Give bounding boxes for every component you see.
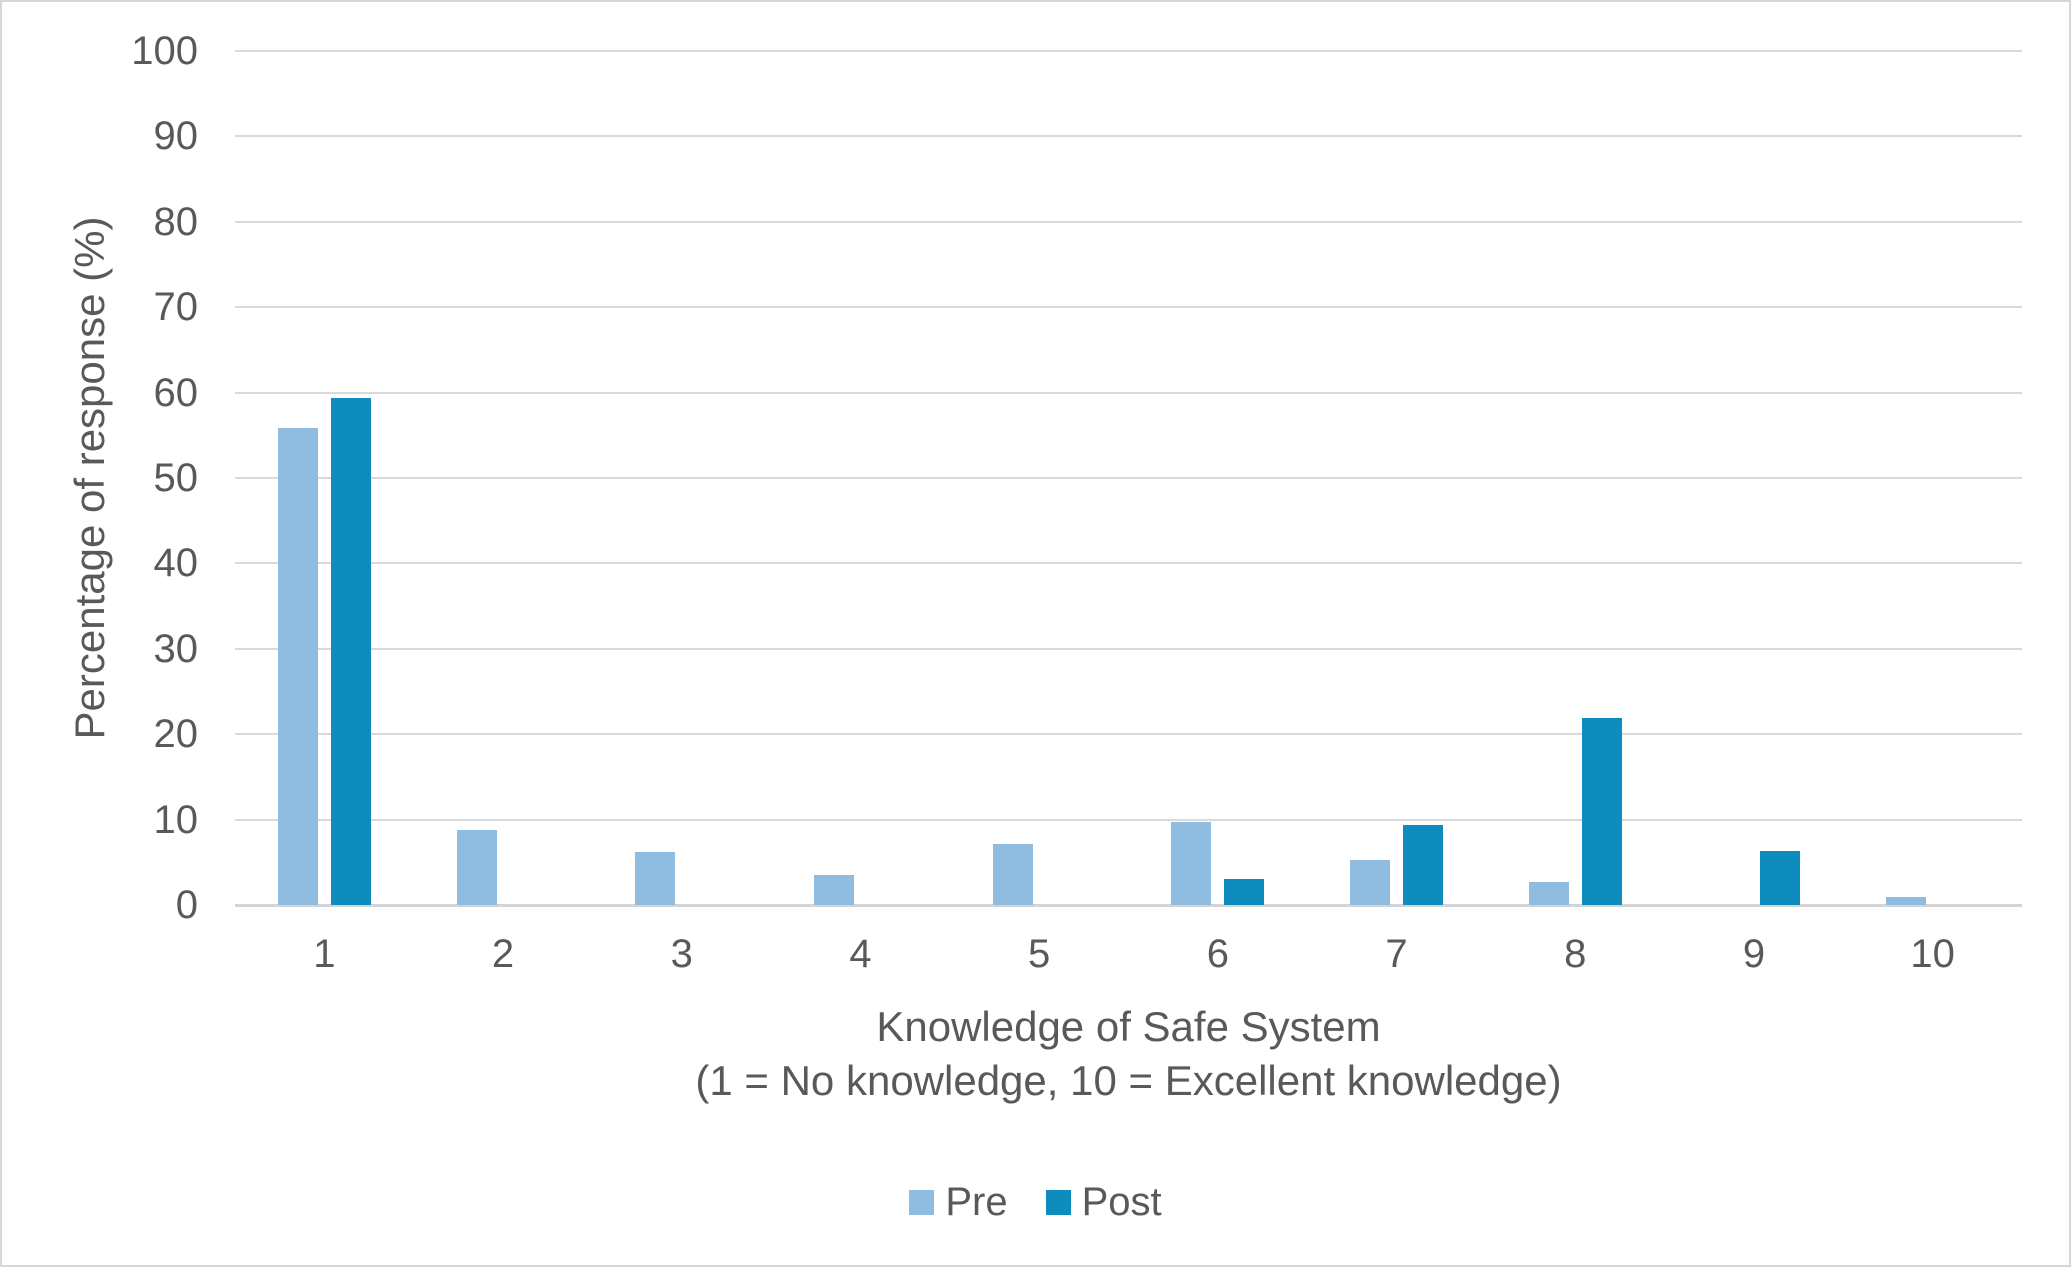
x-axis-tick-label-10: 10 [1910,932,1955,976]
gridline-50 [235,477,2022,479]
bar-pre-3 [635,852,676,905]
bar-pre-4 [813,875,854,905]
plot-area [235,50,2022,907]
bar-post-7 [1403,824,1444,905]
gridline-30 [235,647,2022,650]
x-axis-tick-label-8: 8 [1564,932,1587,976]
bar-post-6 [1224,878,1265,905]
y-axis-tick-label-70: 70 [153,285,199,330]
y-axis-tick-label-0: 0 [175,883,198,927]
bar-post-1 [330,397,371,905]
x-axis-title-line1: Knowledge of Safe System [876,1003,1381,1050]
x-axis-tick-label-9: 9 [1742,932,1766,976]
bar-pre-6 [1171,822,1212,905]
legend-item-post: Post [1045,1178,1162,1226]
bar-pre-8 [1528,881,1569,905]
x-axis-tick-label-7: 7 [1385,932,1408,976]
bar-post-8 [1581,717,1622,905]
bar-pre-5 [992,844,1033,905]
gridline-20 [235,733,2022,736]
x-axis-tick-label-3: 3 [670,932,693,976]
x-axis-tick-label-5: 5 [1028,932,1051,976]
legend-pre-swatch [909,1189,935,1215]
gridline-60 [235,391,2022,394]
y-axis-tick-label-60: 60 [153,370,199,415]
y-axis-tick-label-30: 30 [153,626,199,671]
x-axis-tick-label-2: 2 [491,932,515,976]
gridline-40 [235,562,2022,565]
legend: Pre Post [2,1178,2069,1226]
gridline-80 [235,220,2022,223]
x-axis-title-line2: (1 = No knowledge, 10 = Excellent knowle… [695,1057,1562,1104]
x-axis-tick-label-6: 6 [1206,932,1229,976]
x-axis-tick-label-1: 1 [313,932,336,976]
gridline-70 [235,306,2022,309]
bar-pre-10 [1886,897,1927,905]
y-axis-tick-label-50: 50 [153,456,199,500]
bar-pre-1 [277,428,318,905]
gridline-100 [235,50,2022,53]
legend-item-pre: Pre [909,1178,1008,1226]
bar-post-9 [1760,851,1801,905]
bar-pre-2 [456,829,497,905]
legend-post-swatch [1045,1189,1071,1215]
y-axis-tick-label-10: 10 [153,797,199,842]
y-axis-tick-label-90: 90 [153,114,199,159]
x-axis-line [235,904,2022,907]
bar-pre-7 [1350,859,1391,905]
gridline-10 [235,818,2022,821]
y-axis-tick-label-40: 40 [153,541,199,586]
y-axis-tick-label-100: 100 [131,29,198,73]
x-axis-title: Knowledge of Safe System (1 = No knowled… [235,1000,2022,1108]
gridline-90 [235,135,2022,138]
y-axis-tick-label-20: 20 [153,712,199,757]
y-axis-tick-label-80: 80 [153,199,199,244]
legend-pre-label: Pre [945,1180,1008,1224]
x-axis-tick-label-4: 4 [849,932,872,976]
legend-post-label: Post [1081,1180,1162,1224]
